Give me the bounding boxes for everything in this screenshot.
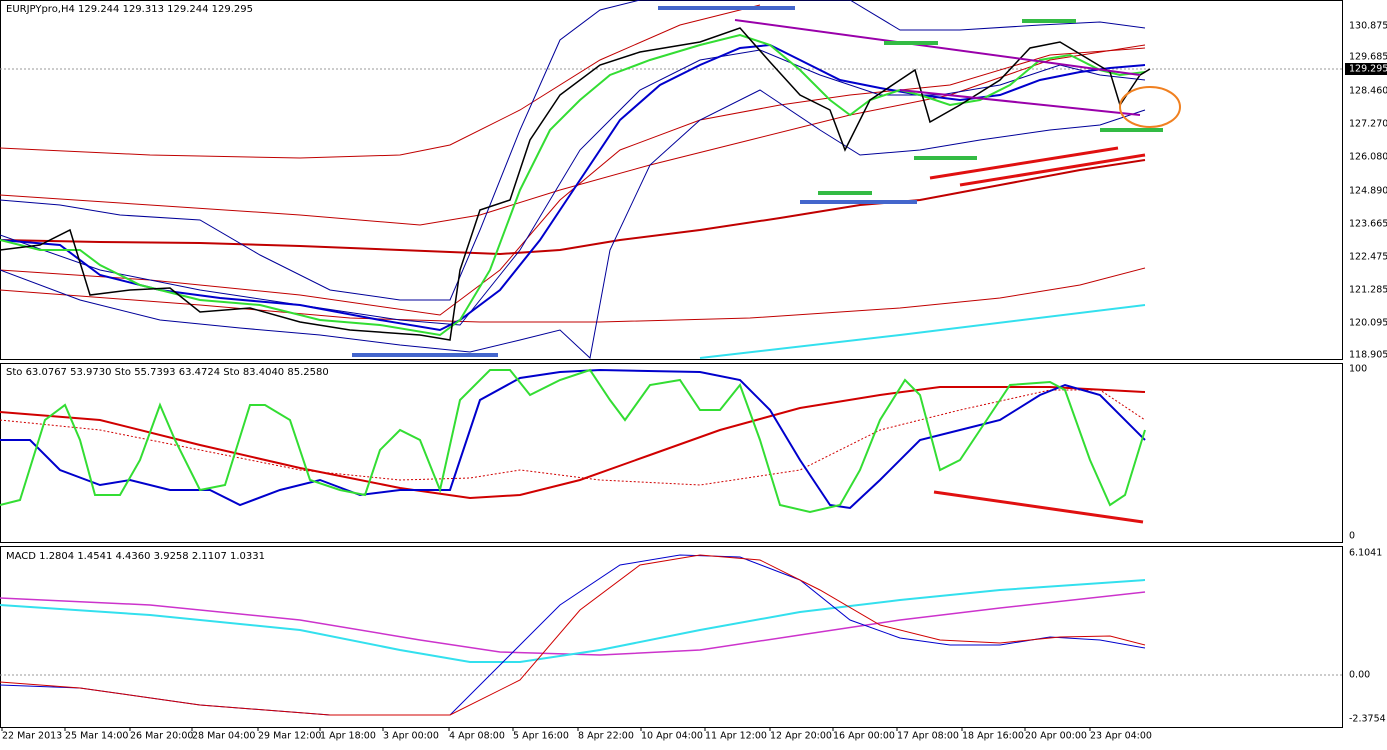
green-ma — [0, 33, 1146, 337]
stoch-header: Sto 63.0767 53.9730 Sto 55.7393 63.4724 … — [6, 367, 329, 378]
outer-red-band-low — [0, 44, 1146, 226]
stoch-red-slow — [0, 386, 1146, 500]
trend-purple-2 — [899, 89, 1141, 116]
price-label: 121.285 — [1349, 285, 1387, 296]
price — [0, 27, 1151, 341]
price-label: 118.905 — [1349, 350, 1387, 361]
lower-red — [0, 267, 1146, 323]
macd-label: 0.00 — [1349, 670, 1370, 681]
current-price-box — [1345, 63, 1387, 75]
price-label: 128.460 — [1349, 86, 1387, 97]
price-label: 124.890 — [1349, 186, 1387, 197]
price-label: 130.875 — [1349, 21, 1387, 32]
time-label: 29 Mar 12:00 — [258, 731, 321, 742]
macd-frame — [0, 546, 1343, 728]
time-label: 20 Apr 00:00 — [1025, 731, 1087, 742]
bb-upper — [0, 0, 1146, 301]
time-label: 4 Apr 08:00 — [449, 731, 505, 742]
time-label: 17 Apr 08:00 — [897, 731, 959, 742]
red-trend — [929, 146, 1119, 180]
price-label: 127.270 — [1349, 119, 1387, 130]
macd-lines — [0, 554, 1146, 716]
macd-magenta — [0, 591, 1146, 656]
time-label: 18 Apr 16:00 — [962, 731, 1024, 742]
time-label: 1 Apr 18:00 — [320, 731, 376, 742]
time-label: 25 Mar 14:00 — [65, 731, 128, 742]
price-label: 120.095 — [1349, 318, 1387, 329]
macd-header: MACD 1.2804 1.4541 4.4360 3.9258 2.1107 … — [6, 551, 265, 562]
current-price: 129.295 — [1349, 64, 1387, 75]
time-label: 11 Apr 12:00 — [705, 731, 767, 742]
trend-purple — [734, 19, 1141, 76]
mid-red — [0, 47, 1146, 316]
price-label: 126.080 — [1349, 152, 1387, 163]
outer-red-band — [0, 4, 761, 159]
stoch-frame — [0, 363, 1343, 543]
price-label: 129.685 — [1349, 52, 1387, 63]
stoch-green — [0, 368, 1146, 514]
time-label: 12 Apr 20:00 — [770, 731, 832, 742]
stoch-label: 100 — [1349, 364, 1367, 375]
highlight-ellipse — [1119, 86, 1181, 128]
red-trend-2 — [959, 153, 1146, 187]
price-label: 123.665 — [1349, 219, 1387, 230]
time-label: 10 Apr 04:00 — [641, 731, 703, 742]
macd-label: -2.3754 — [1349, 714, 1386, 725]
price-axis: 130.875 129.685 128.460 127.270 126.080 … — [1345, 21, 1387, 725]
macd-cyan — [0, 579, 1146, 663]
price-label: 122.475 — [1349, 252, 1387, 263]
time-label: 8 Apr 22:00 — [578, 731, 634, 742]
time-label: 16 Apr 00:00 — [833, 731, 895, 742]
macd-red — [0, 554, 1146, 716]
bb-lower — [0, 89, 1146, 359]
time-label: 23 Apr 04:00 — [1090, 731, 1152, 742]
stoch-blue — [0, 368, 1146, 510]
stoch-label: 0 — [1349, 531, 1355, 542]
stoch-divergence — [933, 490, 1144, 524]
time-label: 28 Mar 04:00 — [192, 731, 255, 742]
main-header: EURJPYpro,H4 129.244 129.313 129.244 129… — [6, 4, 253, 15]
time-label: 26 Mar 20:00 — [130, 731, 193, 742]
macd-label: 6.1041 — [1349, 548, 1382, 559]
bb-mid — [0, 49, 1146, 326]
main-indicators — [0, 0, 1181, 359]
cyan-line — [699, 304, 1146, 359]
stoch-lines — [0, 368, 1146, 524]
level-markers — [352, 6, 1163, 357]
time-label: 3 Apr 00:00 — [383, 731, 439, 742]
red-ma — [0, 159, 1146, 256]
time-label: 5 Apr 16:00 — [513, 731, 569, 742]
time-label: 22 Mar 2013 — [2, 731, 62, 742]
